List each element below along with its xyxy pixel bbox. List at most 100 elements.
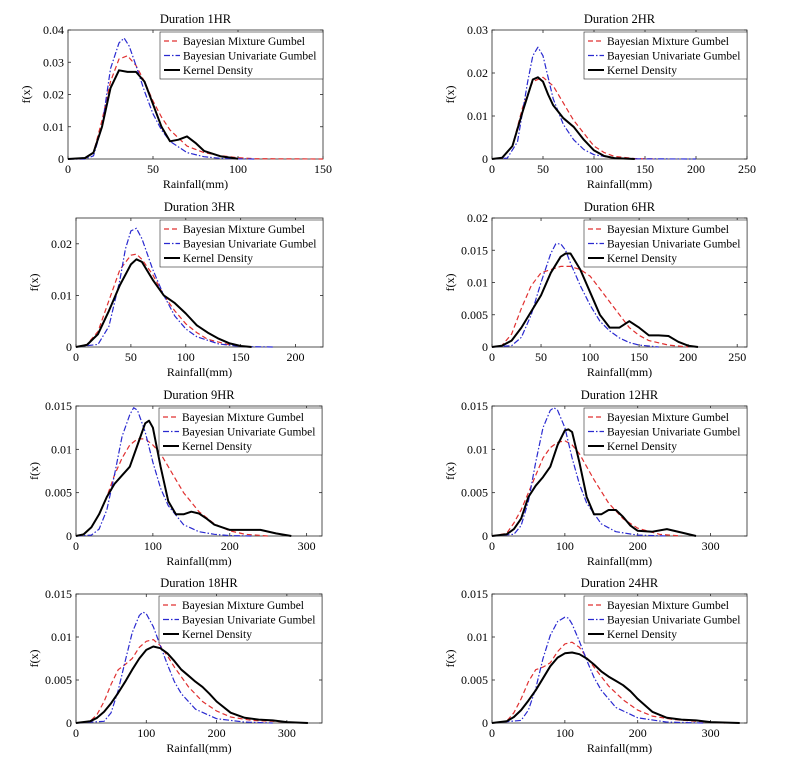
legend-label: Bayesian Mixture Gumbel <box>607 224 729 236</box>
legend-label: Bayesian Mixture Gumbel <box>182 412 304 424</box>
chart-title: Duration 6HR <box>584 200 656 214</box>
y-tick-label: 0.01 <box>467 276 488 290</box>
y-tick-label: 0.015 <box>45 587 72 601</box>
x-tick-label: 200 <box>221 539 239 553</box>
chart-title: Duration 9HR <box>163 388 235 402</box>
y-tick-label: 0.005 <box>45 673 72 687</box>
legend-label: Bayesian Univariate Gumbel <box>182 427 316 439</box>
x-tick-label: 0 <box>489 350 495 364</box>
legend-label: Kernel Density <box>607 629 677 641</box>
x-tick-label: 200 <box>629 726 647 740</box>
x-tick-label: 300 <box>278 726 296 740</box>
y-tick-label: 0.03 <box>467 23 488 37</box>
legend-label: Kernel Density <box>183 65 253 77</box>
x-tick-label: 200 <box>208 726 226 740</box>
subplot: 0 50 100 150 0 0.01 0.02 0.03 0.04 Bayesian Mixtu… <box>19 12 332 191</box>
x-tick-label: 0 <box>489 726 495 740</box>
subplot: 0 100 200 300 0 0.005 0.01 0.015 Bayesian Mixtur… <box>443 388 748 568</box>
y-tick-label: 0.02 <box>467 66 488 80</box>
y-tick-label: 0.04 <box>43 23 64 37</box>
x-tick-label: 0 <box>489 162 495 176</box>
x-tick-label: 50 <box>147 162 159 176</box>
chart-title: Duration 18HR <box>160 576 238 590</box>
x-tick-label: 100 <box>144 539 162 553</box>
y-tick-label: 0.005 <box>461 673 488 687</box>
y-tick-label: 0.02 <box>43 88 64 102</box>
y-axis-label: f(x) <box>443 86 457 104</box>
legend-label: Kernel Density <box>183 253 253 265</box>
x-tick-label: 300 <box>702 726 720 740</box>
legend-label: Kernel Density <box>182 441 252 453</box>
legend-label: Bayesian Univariate Gumbel <box>182 615 316 627</box>
chart-title: Duration 3HR <box>164 200 236 214</box>
x-axis-label: Rainfall(mm) <box>587 554 652 568</box>
x-tick-label: 0 <box>73 539 79 553</box>
subplot: 0 100 200 300 0 0.005 0.01 0.015 Bayesian Mixtur… <box>443 576 748 755</box>
series-line <box>491 428 697 537</box>
x-tick-label: 200 <box>687 162 705 176</box>
chart-title: Duration 24HR <box>581 576 659 590</box>
y-tick-label: 0.03 <box>43 55 64 69</box>
series-line <box>75 227 274 348</box>
legend-label: Bayesian Univariate Gumbel <box>607 427 741 439</box>
y-tick-label: 0.015 <box>461 587 488 601</box>
chart-title: Duration 2HR <box>584 12 656 26</box>
y-axis-label: f(x) <box>443 462 457 480</box>
series-line <box>491 76 656 160</box>
series-line <box>67 69 239 160</box>
series-line <box>75 407 253 537</box>
x-tick-label: 50 <box>125 350 137 364</box>
x-tick-label: 100 <box>556 726 574 740</box>
x-tick-label: 100 <box>556 539 574 553</box>
subplot: 0 100 200 300 0 0.005 0.01 0.015 Bayesian Mixtur… <box>27 388 323 568</box>
x-tick-label: 0 <box>73 350 79 364</box>
y-axis-label: f(x) <box>27 274 41 292</box>
x-tick-label: 200 <box>629 539 647 553</box>
y-tick-label: 0 <box>482 529 488 543</box>
y-tick-label: 0 <box>66 340 72 354</box>
x-tick-label: 300 <box>702 539 720 553</box>
x-tick-label: 0 <box>65 162 71 176</box>
y-tick-label: 0.01 <box>467 442 488 456</box>
x-tick-label: 150 <box>314 162 332 176</box>
x-tick-label: 0 <box>489 539 495 553</box>
y-tick-label: 0.01 <box>51 630 72 644</box>
x-tick-label: 50 <box>535 350 547 364</box>
series-line <box>491 252 699 348</box>
y-tick-label: 0 <box>482 716 488 730</box>
y-tick-label: 0.005 <box>461 308 488 322</box>
x-tick-label: 100 <box>137 726 155 740</box>
y-tick-label: 0 <box>482 340 488 354</box>
y-tick-label: 0.02 <box>467 211 488 225</box>
series-line <box>75 419 292 537</box>
legend-label: Bayesian Mixture Gumbel <box>607 600 729 612</box>
legend-label: Bayesian Univariate Gumbel <box>607 51 741 63</box>
series-line <box>491 243 659 348</box>
subplot: 0 50 100 150 200 0 0.01 0.02 Bayesian Mixture Gu… <box>27 200 324 379</box>
subplot: 0 100 200 300 0 0.005 0.01 0.015 Bayesian Mixtur… <box>27 576 323 755</box>
x-axis-label: Rainfall(mm) <box>166 741 231 755</box>
series-line <box>491 265 689 348</box>
x-axis-label: Rainfall(mm) <box>163 177 228 191</box>
legend-box <box>583 407 748 456</box>
series-line <box>75 645 308 724</box>
x-tick-label: 50 <box>537 162 549 176</box>
y-tick-label: 0.015 <box>461 243 488 257</box>
y-tick-label: 0.01 <box>467 630 488 644</box>
x-tick-label: 100 <box>581 350 599 364</box>
y-tick-label: 0.005 <box>461 486 488 500</box>
subplot: 0 50 100 150 200 250 0 0.005 0.01 0.015 0.02 Bayesi… <box>443 200 748 379</box>
x-axis-label: Rainfall(mm) <box>587 177 652 191</box>
y-tick-label: 0.005 <box>45 486 72 500</box>
y-tick-label: 0.02 <box>51 237 72 251</box>
legend-box <box>158 595 323 644</box>
legend-label: Kernel Density <box>607 441 677 453</box>
y-axis-label: f(x) <box>27 650 41 668</box>
x-tick-label: 250 <box>738 162 756 176</box>
legend-label: Kernel Density <box>182 629 252 641</box>
y-tick-label: 0.015 <box>45 399 72 413</box>
legend-label: Bayesian Mixture Gumbel <box>182 600 304 612</box>
y-tick-label: 0.015 <box>461 399 488 413</box>
x-tick-label: 250 <box>728 350 746 364</box>
